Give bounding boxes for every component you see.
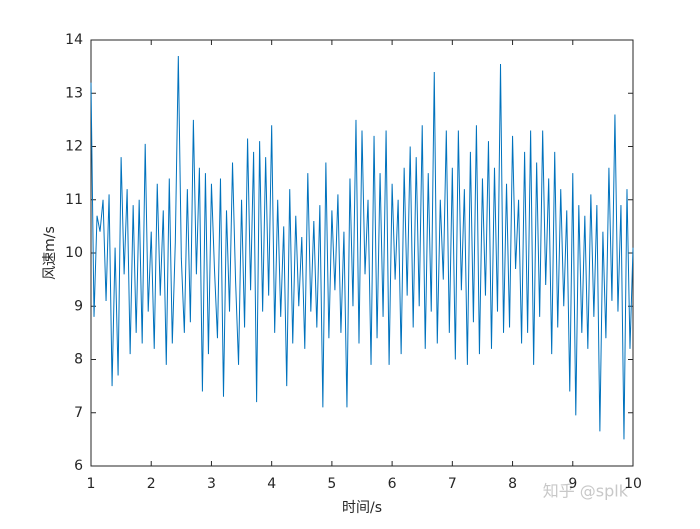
data-line	[90, 55, 634, 440]
y-tick-label: 13	[65, 85, 83, 101]
y-tick-label: 14	[65, 32, 83, 48]
y-tick-label: 10	[65, 245, 83, 261]
y-tick-label: 12	[65, 139, 83, 155]
y-tick-label: 8	[74, 352, 83, 368]
y-tick-label: 7	[74, 405, 83, 421]
x-tick-label: 8	[508, 476, 517, 492]
y-tick-label: 6	[74, 458, 83, 474]
x-tick-label: 4	[267, 476, 276, 492]
x-axis-label: 时间/s	[342, 500, 382, 516]
x-tick-label: 3	[207, 476, 216, 492]
y-tick-label: 11	[65, 192, 83, 208]
y-axis-label: 风速m/s	[42, 226, 58, 280]
x-tick-label: 9	[568, 476, 577, 492]
x-tick-label: 1	[87, 476, 96, 492]
x-tick-label: 7	[448, 476, 457, 492]
x-tick-label: 6	[388, 476, 397, 492]
watermark: 知乎 @splk	[543, 482, 629, 501]
y-tick-label: 9	[74, 298, 83, 314]
x-tick-label: 10	[624, 476, 642, 492]
plot-frame	[90, 39, 634, 467]
x-tick-label: 2	[147, 476, 156, 492]
x-tick-label: 5	[327, 476, 336, 492]
